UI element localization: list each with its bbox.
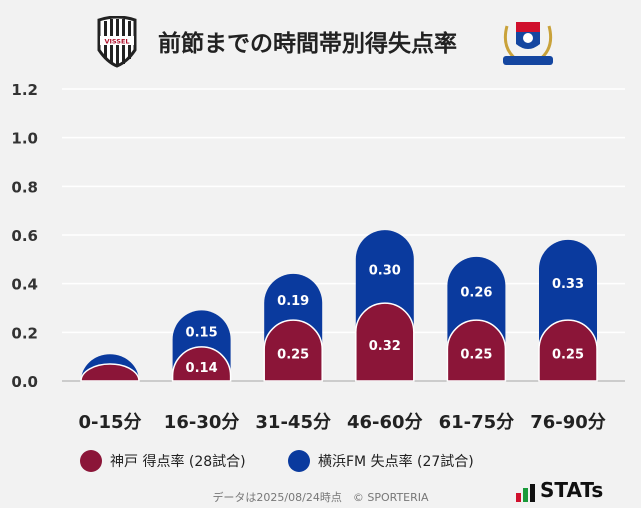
legend-swatch-yokohama (288, 450, 310, 472)
data-label-yokohama: 0.15 (186, 326, 218, 341)
bar-kobe (80, 363, 140, 382)
data-label-kobe: 0.32 (369, 339, 401, 354)
vissel-logo: VISSEL (97, 16, 137, 68)
x-tick-label: 46-60分 (347, 412, 423, 433)
x-tick-label: 76-90分 (530, 412, 606, 433)
y-tick-label: 0.0 (11, 373, 38, 391)
marinos-logo (503, 22, 553, 65)
footer-note: データは2025/08/24時点 © SPORTERIA (212, 491, 429, 504)
bar-kobe (355, 302, 415, 382)
data-label-kobe: 0.14 (186, 361, 218, 376)
bar-kobe (171, 346, 232, 382)
svg-text:VISSEL: VISSEL (104, 38, 129, 46)
bar-chart: 0.0 0.2 0.4 0.6 0.8 1.0 1.2 0-15分 0.15 0.14 16-30分… (11, 81, 625, 433)
data-label-yokohama: 0.30 (369, 264, 401, 279)
y-tick-label: 1.0 (11, 130, 38, 148)
y-tick-label: 0.4 (11, 276, 38, 294)
data-label-yokohama: 0.33 (552, 277, 584, 292)
y-tick-label: 0.2 (11, 324, 38, 342)
legend-swatch-kobe (80, 450, 102, 472)
bar-kobe (446, 319, 507, 382)
x-tick-label: 31-45分 (255, 412, 331, 433)
x-tick-label: 61-75分 (439, 412, 515, 433)
x-tick-label: 16-30分 (164, 412, 240, 433)
y-tick-label: 0.8 (11, 178, 38, 196)
chart-title: 前節までの時間帯別得失点率 (158, 31, 457, 57)
x-tick-label: 0-15分 (78, 412, 141, 433)
y-tick-label: 1.2 (11, 81, 38, 99)
data-label-kobe: 0.25 (552, 348, 584, 363)
data-label-kobe: 0.25 (277, 348, 309, 363)
data-label-yokohama: 0.26 (460, 286, 492, 301)
stats-logo-icon (516, 484, 535, 502)
legend-item-yokohama: 横浜FM 失点率 (27試合) (288, 450, 474, 472)
legend-label-yokohama: 横浜FM 失点率 (27試合) (318, 454, 474, 470)
legend-item-kobe: 神戸 得点率 (28試合) (80, 450, 246, 472)
y-tick-label: 0.6 (11, 227, 38, 245)
stats-brand: STATs (516, 478, 603, 502)
stats-text: STATs (540, 478, 604, 502)
bar-kobe (263, 319, 323, 382)
data-label-kobe: 0.25 (460, 348, 492, 363)
bar-kobe (538, 319, 598, 382)
legend-label-kobe: 神戸 得点率 (28試合) (110, 454, 246, 470)
data-label-yokohama: 0.19 (277, 294, 309, 309)
